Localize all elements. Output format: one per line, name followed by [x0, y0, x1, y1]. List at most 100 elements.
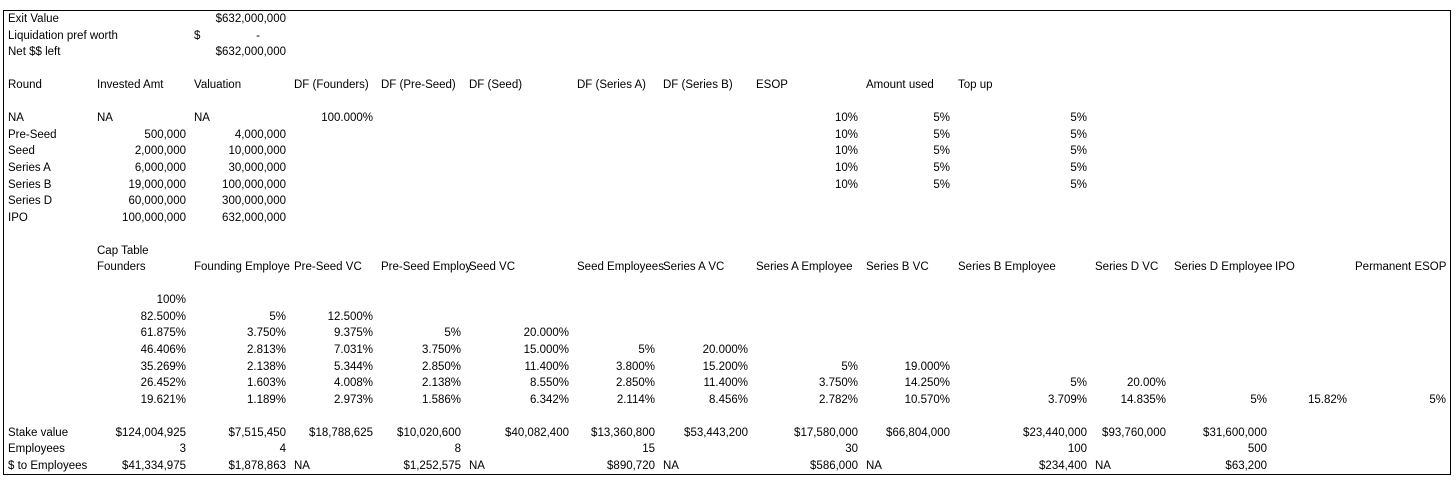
cell: 5% — [638, 344, 655, 356]
cell: 12.500% — [327, 310, 373, 323]
cell: 5% — [1429, 393, 1446, 406]
cell-part: $ — [194, 29, 201, 42]
cell: Series A VC — [663, 261, 725, 274]
cell: 3.800% — [615, 360, 655, 373]
cell: Valuation — [194, 79, 242, 92]
cell: $1,252,575 — [403, 459, 461, 472]
cell: 15.200% — [702, 360, 748, 373]
cell: 10% — [834, 128, 858, 141]
cell: 1.586% — [421, 393, 461, 406]
cell: $10,020,600 — [397, 426, 461, 439]
cell: 5% — [1070, 178, 1087, 191]
cell: 100% — [156, 294, 186, 307]
cell: Series B Employee — [958, 261, 1056, 274]
cell: 5% — [1070, 128, 1087, 141]
cell: Liquidation pref worth — [8, 29, 118, 42]
cell: $40,082,400 — [505, 426, 569, 439]
cell: 2.973% — [333, 393, 373, 406]
cell: $890,720 — [607, 459, 655, 472]
cell: DF (Pre-Seed) — [381, 79, 456, 92]
cell: 15 — [642, 443, 655, 456]
cell: Pre-Seed — [8, 128, 57, 141]
cell: $31,600,000 — [1203, 426, 1267, 439]
cell: $17,580,000 — [794, 426, 858, 439]
cell: 5% — [1070, 145, 1087, 158]
cell: 5% — [841, 360, 858, 373]
cell: 11.400% — [524, 360, 569, 373]
cell: 20.000% — [702, 344, 748, 356]
cell: 300,000,000 — [222, 195, 286, 208]
cell: Stake value — [8, 426, 69, 439]
cell: 2.850% — [615, 377, 655, 390]
cell: Series B — [8, 178, 52, 191]
cell: 2.138% — [421, 377, 461, 390]
cell: NA — [8, 112, 24, 125]
cell: NA — [1095, 459, 1111, 472]
cell: $63,200 — [1225, 459, 1267, 472]
cell: 2.813% — [246, 344, 286, 356]
cell: 61.875% — [140, 327, 186, 340]
cell: 10,000,000 — [228, 145, 286, 158]
cell: $18,788,625 — [309, 426, 373, 439]
cell: NA — [194, 112, 210, 125]
cell: Pre-Seed Employ — [381, 261, 472, 274]
cell: 500,000 — [144, 128, 186, 141]
cell: $13,360,800 — [591, 426, 655, 439]
cell: Amount used — [866, 79, 934, 92]
cell: 5.344% — [333, 360, 373, 373]
cell: 632,000,000 — [222, 211, 286, 224]
cell: 6,000,000 — [134, 161, 186, 174]
cell: 14.250% — [904, 377, 950, 390]
cell: 11.400% — [703, 377, 748, 390]
cell: 10% — [834, 145, 858, 158]
cell: 5% — [1070, 112, 1087, 125]
cell: IPO — [8, 211, 28, 224]
cell: 19,000,000 — [128, 178, 186, 191]
cell: 5% — [444, 327, 461, 340]
cell: Seed — [8, 145, 35, 158]
cell: 1.189% — [246, 393, 286, 406]
cell: Pre-Seed VC — [294, 261, 362, 274]
cell: 8.550% — [529, 377, 569, 390]
cell: 3 — [179, 443, 186, 456]
cell: NA — [294, 459, 310, 472]
cell: 100 — [1067, 443, 1087, 456]
cell: $632,000,000 — [215, 46, 286, 59]
cell: 8 — [454, 443, 461, 456]
cell: 2.138% — [246, 360, 286, 373]
cell: Invested Amt — [97, 79, 164, 92]
cell: Series A — [8, 161, 51, 174]
cell: NA — [663, 459, 679, 472]
cell: $7,515,450 — [228, 426, 286, 439]
cell: 10% — [834, 161, 858, 174]
cell: 5% — [933, 128, 950, 141]
cell: DF (Series B) — [663, 79, 733, 92]
cell: 1.603% — [246, 377, 286, 390]
cell: 5% — [933, 178, 950, 191]
cell: 8.456% — [708, 393, 748, 406]
cell: 5% — [1070, 161, 1087, 174]
cell: IPO — [1275, 261, 1295, 274]
cell: 19.621% — [140, 393, 186, 406]
cell: 100,000,000 — [122, 211, 186, 224]
cell: 5% — [1250, 393, 1267, 406]
cell: $632,000,000 — [215, 13, 286, 25]
cell: 2.782% — [818, 393, 858, 406]
cell: Series D — [8, 195, 53, 208]
cell: $ - — [190, 28, 290, 45]
cell: $23,440,000 — [1023, 426, 1087, 439]
cell: 4 — [279, 443, 286, 456]
cell: DF (Seed) — [469, 79, 523, 92]
cell: Series D VC — [1095, 261, 1159, 274]
cell: Exit Value — [8, 13, 59, 25]
cell: 30 — [845, 443, 858, 456]
cell: 4,000,000 — [234, 128, 286, 141]
cell: Cap Table — [97, 244, 149, 257]
cell: DF (Founders) — [294, 79, 369, 92]
cell: 20.00% — [1126, 377, 1166, 390]
cell: NA — [469, 459, 485, 472]
cell: Series D Employee — [1174, 261, 1273, 274]
cell: 5% — [933, 145, 950, 158]
cell: 5% — [933, 112, 950, 125]
